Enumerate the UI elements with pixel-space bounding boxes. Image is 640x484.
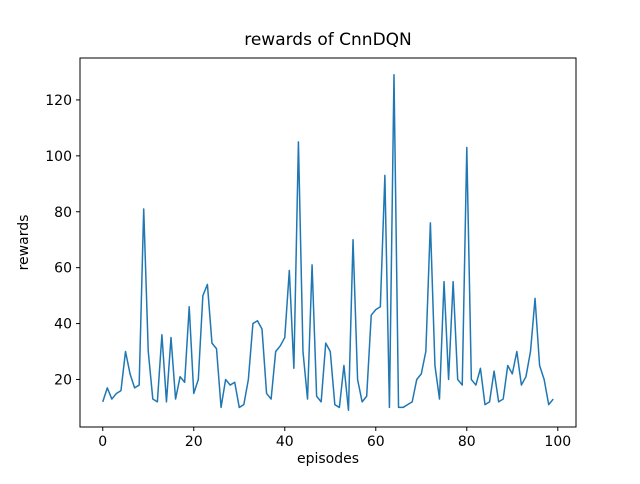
plot-area-border	[79, 57, 577, 428]
tick-label: 40	[54, 317, 72, 333]
tick-label: 120	[45, 93, 72, 109]
tick-label: 0	[98, 434, 107, 450]
tick-label: 20	[185, 434, 203, 450]
axis-ticks: 0 20 40 60 80 100 20 40 60 80 100 120	[45, 93, 571, 450]
tick-label: 60	[367, 434, 385, 450]
x-axis-label: episodes	[297, 451, 359, 467]
tick-label: 20	[54, 372, 72, 388]
tick-label: 80	[458, 434, 476, 450]
tick-label: 100	[45, 149, 72, 165]
tick-label: 40	[276, 434, 294, 450]
chart-title: rewards of CnnDQN	[244, 30, 412, 50]
tick-label: 100	[544, 434, 571, 450]
tick-label: 60	[54, 261, 72, 277]
reward-series-line	[102, 74, 554, 411]
y-axis-label: rewards	[16, 215, 32, 271]
tick-label: 80	[54, 205, 72, 221]
